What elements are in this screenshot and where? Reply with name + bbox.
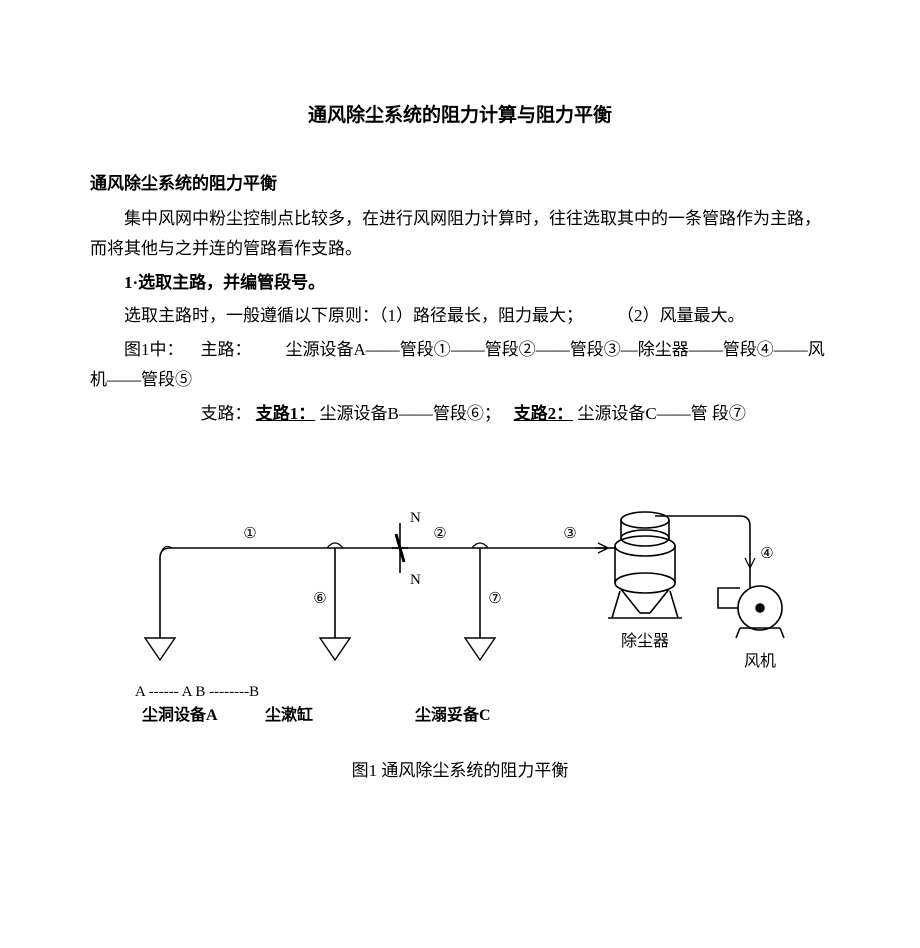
figure-container: ① ② ③ ④ ⑥ ⑦ N N 除尘器 风机 A ------ A B ----…: [90, 488, 830, 781]
fan-label: 风机: [744, 652, 776, 670]
branch-prefix: 支路：: [201, 404, 252, 423]
page-title: 通风除尘系统的阻力计算与阻力平衡: [90, 100, 830, 127]
seg7-label: ⑦: [488, 591, 501, 607]
dust-collector-icon: [605, 512, 682, 618]
equip-c-label: 尘溺妥备C: [415, 705, 491, 724]
fan-icon: [718, 586, 784, 638]
schematic-diagram: ① ② ③ ④ ⑥ ⑦ N N 除尘器 风机 A ------ A B ----…: [100, 488, 820, 748]
seg1-label: ①: [243, 526, 256, 542]
equip-a-label: 尘洞设备A: [142, 705, 218, 724]
collector-label: 除尘器: [621, 632, 669, 650]
figure-caption: 图1 通风除尘系统的阻力平衡: [90, 756, 830, 781]
seg6-label: ⑥: [313, 591, 326, 607]
branch-line: 支路： 支路1： 尘源设备B――管段⑥； 支路2： 尘源设备C――管 段⑦: [201, 399, 831, 429]
step1-heading: 1·选取主路，并编管段号。: [90, 268, 830, 298]
intro-paragraph: 集中风网中粉尘控制点比较多，在进行风网阻力计算时，往往选取其中的一条管路作为主路…: [90, 204, 830, 264]
section-heading: 通风除尘系统的阻力平衡: [90, 169, 830, 194]
branch2-label: 支路2：: [514, 404, 574, 423]
equip-b-label: 尘漱缸: [265, 705, 313, 724]
main-route-text: 图1中： 主路： 尘源设备A――管段①――管段②――管段③―除尘器――管段④――…: [90, 335, 830, 395]
seg4-label: ④: [760, 546, 773, 562]
device-row-prefix: A ------ A B --------B: [135, 684, 259, 700]
step1-text: 选取主路时，一般遵循以下原则：（1）路径最长，阻力最大； （2）风量最大。: [90, 301, 830, 331]
n-top-label: N: [410, 510, 421, 526]
branch1-text: 尘源设备B――管段⑥；: [320, 404, 501, 423]
seg2-label: ②: [433, 526, 446, 542]
branch2-text: 尘源设备C――管 段⑦: [577, 404, 746, 423]
branch1-label: 支路1：: [256, 404, 316, 423]
seg3-label: ③: [563, 526, 576, 542]
n-bottom-label: N: [410, 572, 421, 588]
